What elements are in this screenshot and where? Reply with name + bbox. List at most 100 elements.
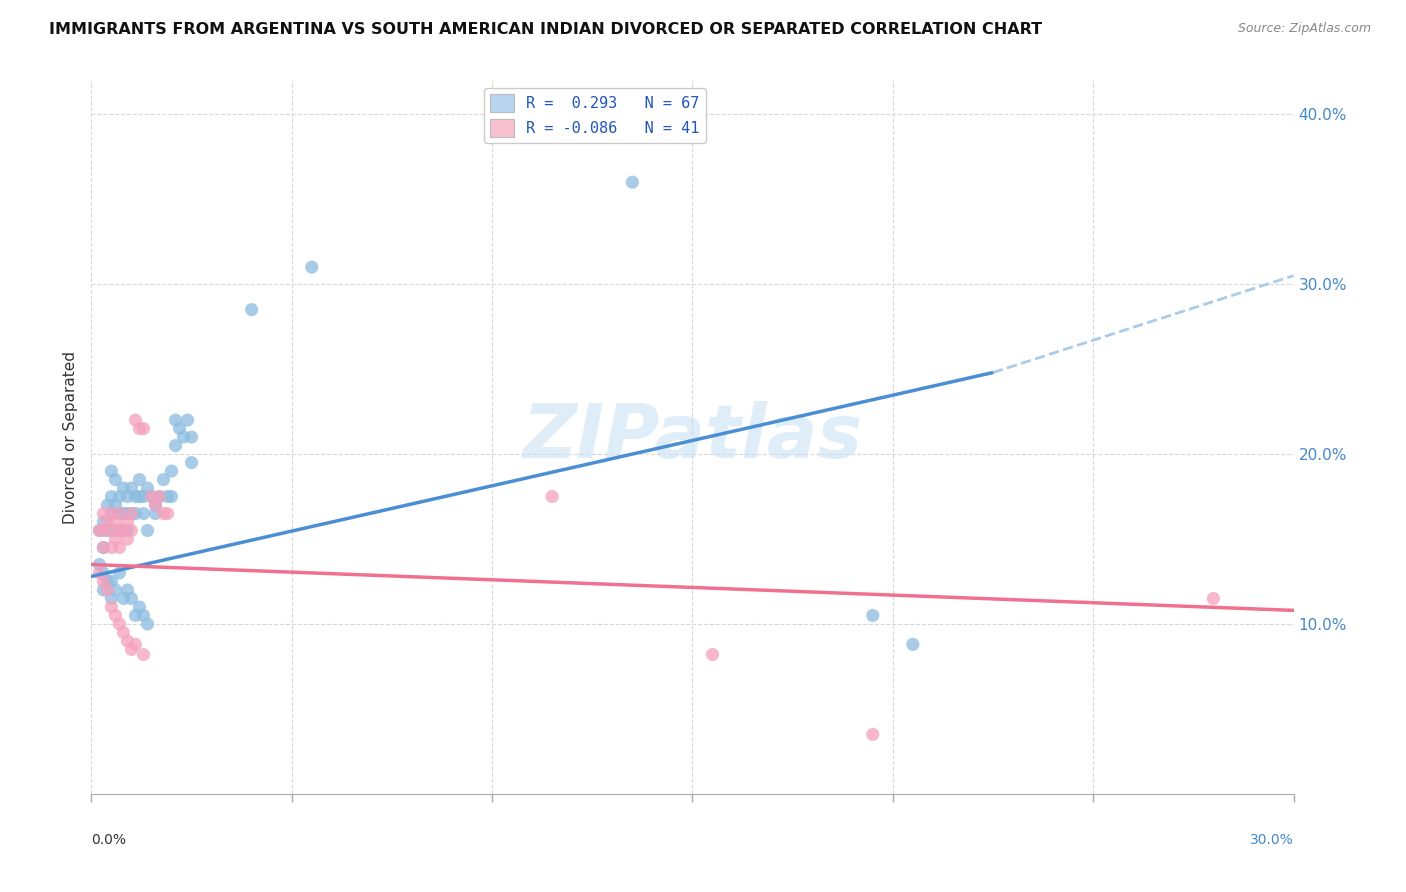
Point: [180, 456, 202, 470]
Point: [862, 727, 884, 741]
Point: [132, 648, 155, 662]
Point: [121, 642, 143, 657]
Point: [165, 439, 187, 453]
Point: [145, 498, 167, 512]
Point: [128, 599, 150, 614]
Point: [100, 541, 122, 555]
Point: [124, 507, 146, 521]
Point: [89, 566, 111, 580]
Point: [117, 532, 139, 546]
Point: [112, 591, 135, 606]
Point: [112, 625, 135, 640]
Point: [108, 524, 131, 538]
Point: [108, 541, 131, 555]
Point: [240, 302, 263, 317]
Point: [141, 490, 163, 504]
Point: [117, 515, 139, 529]
Point: [132, 507, 155, 521]
Point: [132, 608, 155, 623]
Point: [156, 490, 179, 504]
Point: [121, 507, 143, 521]
Point: [100, 507, 122, 521]
Point: [112, 524, 135, 538]
Point: [141, 490, 163, 504]
Point: [104, 473, 127, 487]
Point: [108, 524, 131, 538]
Point: [132, 421, 155, 435]
Point: [145, 507, 167, 521]
Point: [124, 608, 146, 623]
Point: [104, 524, 127, 538]
Point: [117, 490, 139, 504]
Point: [93, 574, 115, 589]
Point: [108, 566, 131, 580]
Point: [100, 507, 122, 521]
Text: Source: ZipAtlas.com: Source: ZipAtlas.com: [1237, 22, 1371, 36]
Point: [93, 541, 115, 555]
Legend: R =  0.293   N = 67, R = -0.086   N = 41: R = 0.293 N = 67, R = -0.086 N = 41: [484, 88, 706, 143]
Point: [121, 524, 143, 538]
Point: [621, 175, 644, 189]
Point: [112, 481, 135, 495]
Point: [104, 608, 127, 623]
Point: [93, 566, 115, 580]
Point: [100, 524, 122, 538]
Point: [121, 507, 143, 521]
Point: [96, 582, 118, 597]
Point: [104, 582, 127, 597]
Point: [108, 507, 131, 521]
Point: [541, 490, 564, 504]
Point: [160, 464, 183, 478]
Text: 30.0%: 30.0%: [1250, 833, 1294, 847]
Point: [100, 574, 122, 589]
Point: [108, 490, 131, 504]
Point: [93, 582, 115, 597]
Point: [117, 634, 139, 648]
Point: [100, 599, 122, 614]
Point: [862, 608, 884, 623]
Point: [160, 490, 183, 504]
Point: [93, 507, 115, 521]
Point: [165, 413, 187, 427]
Point: [176, 413, 198, 427]
Point: [89, 558, 111, 572]
Point: [96, 498, 118, 512]
Point: [100, 490, 122, 504]
Point: [100, 591, 122, 606]
Point: [152, 473, 174, 487]
Point: [89, 524, 111, 538]
Point: [112, 524, 135, 538]
Point: [156, 507, 179, 521]
Point: [136, 524, 159, 538]
Text: ZIPatlas: ZIPatlas: [523, 401, 862, 474]
Point: [100, 464, 122, 478]
Point: [104, 515, 127, 529]
Y-axis label: Divorced or Separated: Divorced or Separated: [62, 351, 77, 524]
Point: [136, 617, 159, 632]
Point: [169, 421, 191, 435]
Point: [117, 524, 139, 538]
Point: [128, 490, 150, 504]
Point: [152, 507, 174, 521]
Point: [148, 490, 170, 504]
Point: [96, 515, 118, 529]
Point: [901, 637, 924, 651]
Point: [117, 582, 139, 597]
Point: [173, 430, 195, 444]
Point: [128, 473, 150, 487]
Point: [124, 637, 146, 651]
Point: [93, 541, 115, 555]
Point: [108, 617, 131, 632]
Text: 0.0%: 0.0%: [91, 833, 127, 847]
Point: [121, 591, 143, 606]
Point: [124, 490, 146, 504]
Point: [96, 524, 118, 538]
Point: [108, 507, 131, 521]
Point: [145, 498, 167, 512]
Point: [128, 421, 150, 435]
Point: [132, 490, 155, 504]
Point: [124, 413, 146, 427]
Point: [1202, 591, 1225, 606]
Point: [121, 481, 143, 495]
Point: [104, 498, 127, 512]
